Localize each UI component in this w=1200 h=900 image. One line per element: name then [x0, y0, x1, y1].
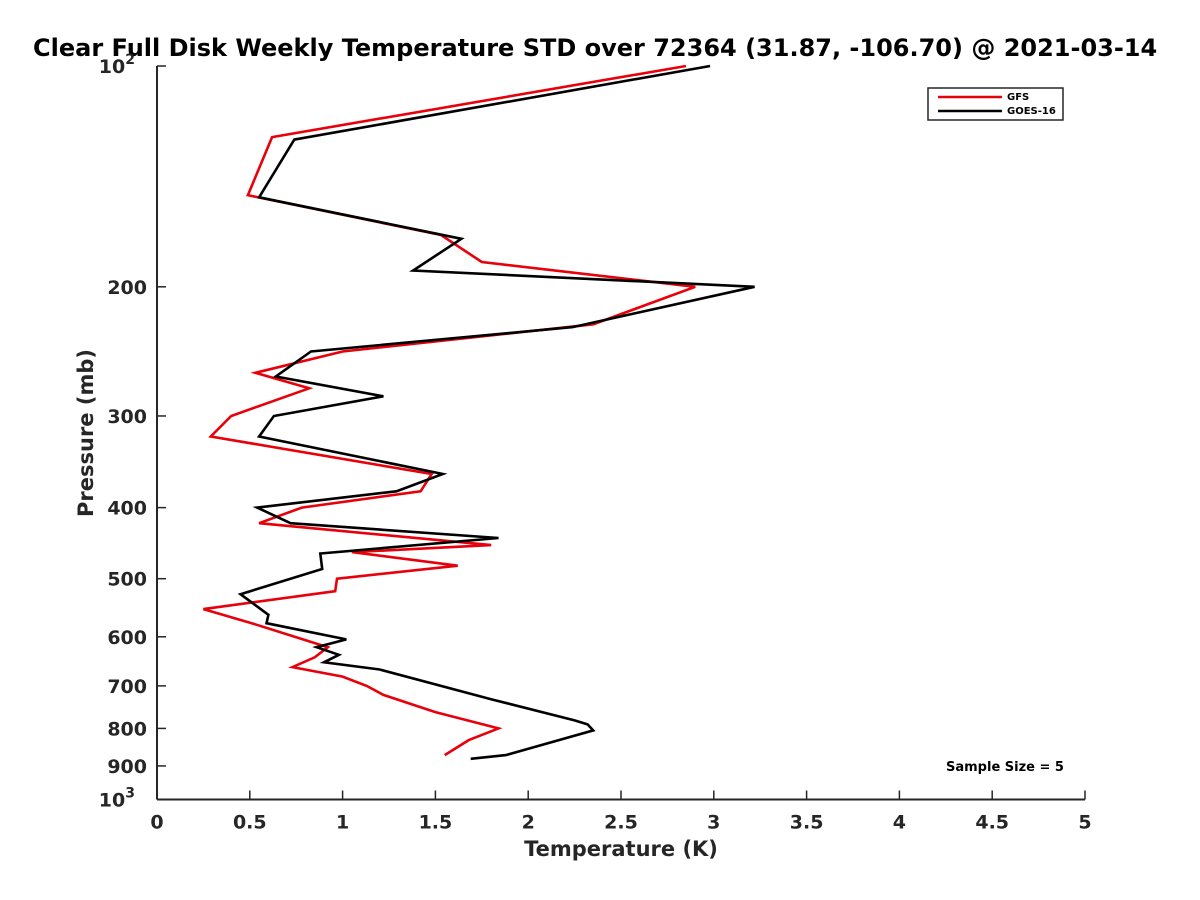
y-tick-label: 500 [107, 569, 147, 591]
legend: GFS GOES-16 [927, 87, 1064, 121]
x-tick-label: 2 [522, 812, 535, 834]
legend-box [927, 87, 1064, 121]
y-tick-label: 102 [99, 52, 135, 78]
x-tick-label: 0 [150, 812, 163, 834]
x-tick-label: 5 [1078, 812, 1091, 834]
series-line-gfs [203, 64, 696, 757]
x-tick-label: 0.5 [233, 812, 267, 834]
x-tick-label: 2.5 [604, 812, 638, 834]
y-tick-label: 600 [107, 627, 147, 649]
legend-label-gfs: GFS [1007, 92, 1029, 103]
chart-title: Clear Full Disk Weekly Temperature STD o… [33, 34, 1157, 62]
x-tick-label: 4 [893, 812, 906, 834]
y-tick-label: 300 [107, 406, 147, 428]
y-tick-label: 700 [107, 676, 147, 698]
y-tick-label: 200 [107, 277, 147, 299]
x-tick-label: 4.5 [975, 812, 1009, 834]
x-tick-label: 3.5 [790, 812, 824, 834]
x-tick-label: 3 [707, 812, 720, 834]
y-axis-label: Pressure (mb) [74, 349, 98, 517]
x-tick-label: 1 [336, 812, 349, 834]
series-line-goes-16 [237, 64, 755, 761]
sample-size-annotation: Sample Size = 5 [946, 760, 1064, 775]
x-tick-label: 1.5 [419, 812, 453, 834]
x-axis-label: Temperature (K) [524, 837, 718, 861]
y-tick-label: 900 [107, 756, 147, 778]
y-tick-label: 103 [99, 786, 135, 812]
legend-label-goes16: GOES-16 [1007, 106, 1056, 117]
y-tick-label: 400 [107, 498, 147, 520]
y-tick-label: 800 [107, 718, 147, 740]
